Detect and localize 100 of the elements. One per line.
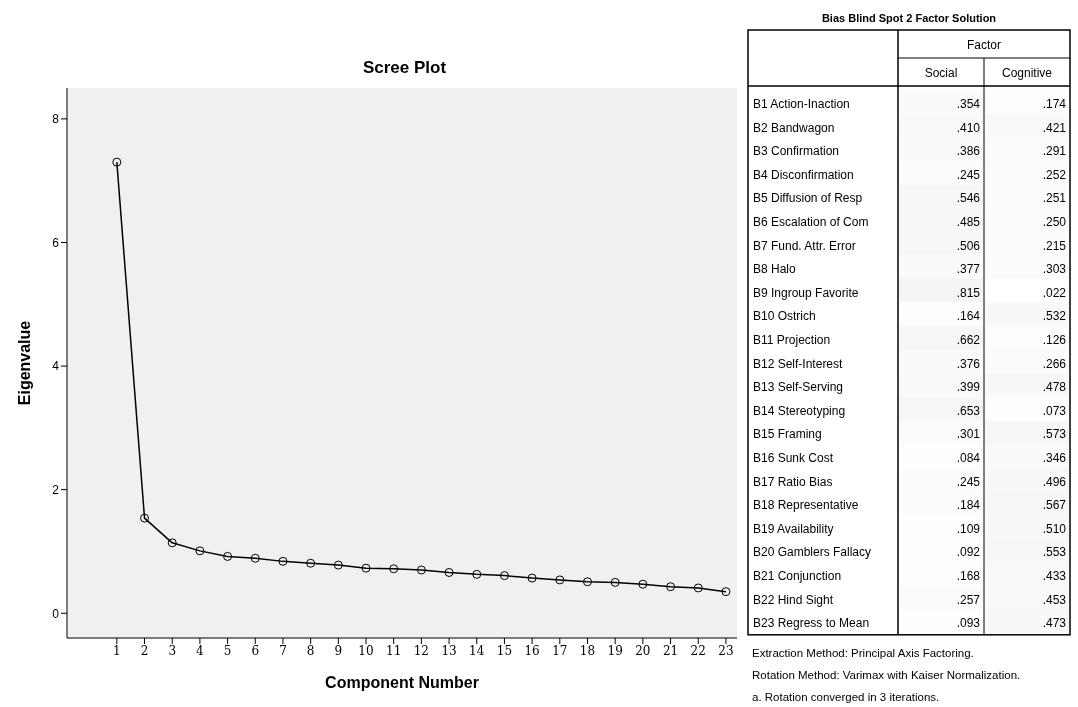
x-axis-title: Factor bbox=[966, 38, 1002, 52]
data-label: .421 bbox=[1042, 120, 1067, 135]
y-tick-label: 2 bbox=[52, 482, 60, 497]
data-label: .109 bbox=[956, 521, 981, 536]
y-tick-label: B22 Hind Sight bbox=[753, 592, 834, 607]
data-label: .084 bbox=[956, 451, 981, 465]
x-tick-label: 7 bbox=[279, 643, 287, 658]
chart-title: Bias Blind Spot 2 Factor Solution bbox=[821, 12, 997, 24]
chart-title: Scree Plot bbox=[361, 58, 448, 78]
point bbox=[333, 560, 343, 570]
point bbox=[223, 551, 233, 561]
y-tick-label: B1 Action-Inaction bbox=[753, 97, 850, 111]
data-label: .410 bbox=[956, 120, 981, 135]
data-label: .510 bbox=[1042, 521, 1067, 536]
x-tick-label: 17 bbox=[552, 643, 568, 658]
x-tick-label: 23 bbox=[718, 643, 734, 658]
y-tick-label: B12 Self-Interest bbox=[753, 356, 844, 371]
x-tick-label: 21 bbox=[662, 643, 679, 658]
point bbox=[638, 579, 648, 589]
point bbox=[167, 538, 177, 548]
data-label: .653 bbox=[956, 403, 981, 418]
point bbox=[721, 587, 731, 597]
x-tick-label: 19 bbox=[607, 643, 623, 658]
y-tick-label: B6 Escalation of Com bbox=[753, 215, 869, 229]
x-tick-label: 6 bbox=[251, 643, 260, 658]
data-label: .257 bbox=[956, 592, 981, 607]
point bbox=[499, 571, 509, 581]
point bbox=[306, 558, 316, 568]
y-tick-label: B15 Framing bbox=[753, 427, 822, 442]
x-tick-label: 14 bbox=[469, 643, 485, 658]
data-label: .346 bbox=[1042, 451, 1067, 465]
x-axis-title: Component Number bbox=[325, 674, 479, 691]
point bbox=[112, 157, 122, 167]
point bbox=[527, 573, 537, 583]
data-label: .354 bbox=[956, 97, 981, 111]
point bbox=[693, 583, 703, 593]
x-tick-label: 5 bbox=[223, 643, 232, 658]
data-label: .496 bbox=[1042, 474, 1067, 489]
data-label: .815 bbox=[956, 285, 981, 300]
y-tick-label: B9 Ingroup Favorite bbox=[753, 285, 859, 300]
y-tick-label: 6 bbox=[52, 235, 60, 250]
data-label: .473 bbox=[1042, 616, 1067, 631]
point bbox=[444, 567, 454, 577]
data-label: .386 bbox=[956, 144, 981, 159]
data-label: .184 bbox=[956, 498, 981, 513]
x-tick-label: 18 bbox=[579, 643, 596, 658]
data-label: .073 bbox=[1042, 403, 1067, 418]
point bbox=[583, 577, 592, 587]
y-tick-label: B8 Halo bbox=[753, 262, 797, 277]
data-label: .245 bbox=[956, 474, 981, 489]
data-label: .303 bbox=[1042, 262, 1067, 277]
y-tick-label: B2 Bandwagon bbox=[753, 120, 835, 135]
text: Rotation Method: Varimax with Kaiser Normalization. bbox=[752, 668, 1021, 681]
x-tick-label: 10 bbox=[358, 643, 374, 658]
data-label: .532 bbox=[1042, 309, 1067, 324]
data-label: .022 bbox=[1042, 285, 1067, 300]
data-label: .662 bbox=[956, 333, 981, 347]
point bbox=[140, 513, 150, 523]
data-label: .168 bbox=[956, 569, 981, 583]
x-tick-label: 22 bbox=[690, 643, 706, 658]
y-tick-label: 8 bbox=[52, 112, 60, 127]
x-tick-label: Social bbox=[924, 66, 958, 80]
y-tick-label: B17 Ratio Bias bbox=[753, 474, 833, 489]
y-tick-label: B23 Regress to Mean bbox=[753, 616, 870, 631]
data-label: .164 bbox=[956, 309, 981, 324]
data-label: .433 bbox=[1042, 569, 1067, 583]
x-tick-label: 12 bbox=[413, 643, 430, 658]
x-tick-label: 15 bbox=[496, 643, 513, 658]
y-tick-label: B7 Fund. Attr. Error bbox=[753, 238, 856, 253]
data-label: .553 bbox=[1042, 545, 1067, 560]
y-tick-label: B19 Availability bbox=[753, 521, 834, 536]
point bbox=[666, 582, 676, 592]
data-label: .506 bbox=[956, 238, 981, 253]
x-tick-label: 11 bbox=[386, 643, 402, 658]
y-tick-label: B16 Sunk Cost bbox=[753, 451, 834, 465]
x-tick-label: 13 bbox=[441, 643, 457, 658]
data-label: .266 bbox=[1042, 356, 1067, 371]
y-tick-label: B3 Confirmation bbox=[753, 144, 840, 159]
x-tick-label: 8 bbox=[306, 643, 315, 658]
data-label: .573 bbox=[1042, 427, 1067, 442]
x-tick-label: 4 bbox=[196, 643, 205, 658]
y-tick-label: B21 Conjunction bbox=[753, 569, 842, 583]
data-label: .301 bbox=[956, 427, 981, 442]
y-tick-label: B13 Self-Serving bbox=[753, 380, 844, 395]
x-tick-label: 16 bbox=[524, 643, 540, 658]
data-label: .251 bbox=[1042, 191, 1067, 206]
data-label: .092 bbox=[956, 545, 981, 560]
text: Extraction Method: Principal Axis Factoring. bbox=[752, 646, 974, 659]
data-label: .126 bbox=[1042, 333, 1067, 347]
data-label: .567 bbox=[1042, 498, 1067, 513]
x-tick-label: 2 bbox=[140, 643, 149, 658]
data-label: .485 bbox=[956, 215, 981, 229]
point bbox=[361, 563, 371, 573]
data-label: .252 bbox=[1042, 167, 1067, 182]
point bbox=[389, 564, 399, 574]
point bbox=[555, 575, 565, 585]
data-label: .250 bbox=[1042, 215, 1067, 229]
y-axis-title: Eigenvalue bbox=[15, 320, 33, 406]
data-label: .546 bbox=[956, 191, 981, 206]
x-tick-label: 1 bbox=[113, 643, 121, 658]
